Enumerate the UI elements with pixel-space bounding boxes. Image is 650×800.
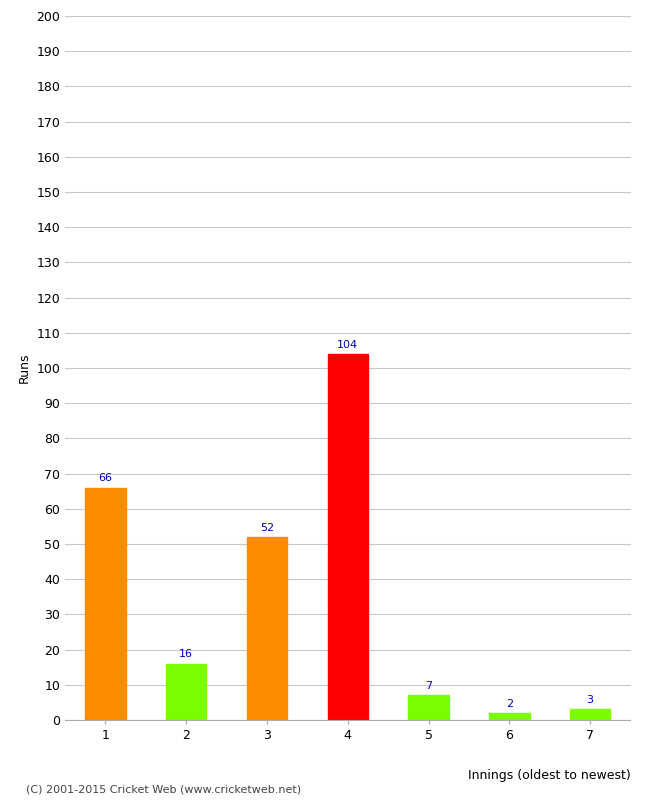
Text: 52: 52	[260, 522, 274, 533]
Text: 7: 7	[425, 681, 432, 691]
Bar	[570, 710, 610, 720]
Bar	[489, 713, 530, 720]
Text: Innings (oldest to newest): Innings (oldest to newest)	[468, 770, 630, 782]
Text: (C) 2001-2015 Cricket Web (www.cricketweb.net): (C) 2001-2015 Cricket Web (www.cricketwe…	[26, 784, 301, 794]
Text: 16: 16	[179, 650, 193, 659]
Bar	[247, 537, 287, 720]
Bar	[85, 488, 125, 720]
Y-axis label: Runs: Runs	[18, 353, 31, 383]
Text: 3: 3	[586, 695, 593, 706]
Text: 104: 104	[337, 340, 358, 350]
Bar	[328, 354, 368, 720]
Text: 2: 2	[506, 698, 513, 709]
Bar	[166, 664, 206, 720]
Bar	[408, 695, 448, 720]
Text: 66: 66	[98, 474, 112, 483]
